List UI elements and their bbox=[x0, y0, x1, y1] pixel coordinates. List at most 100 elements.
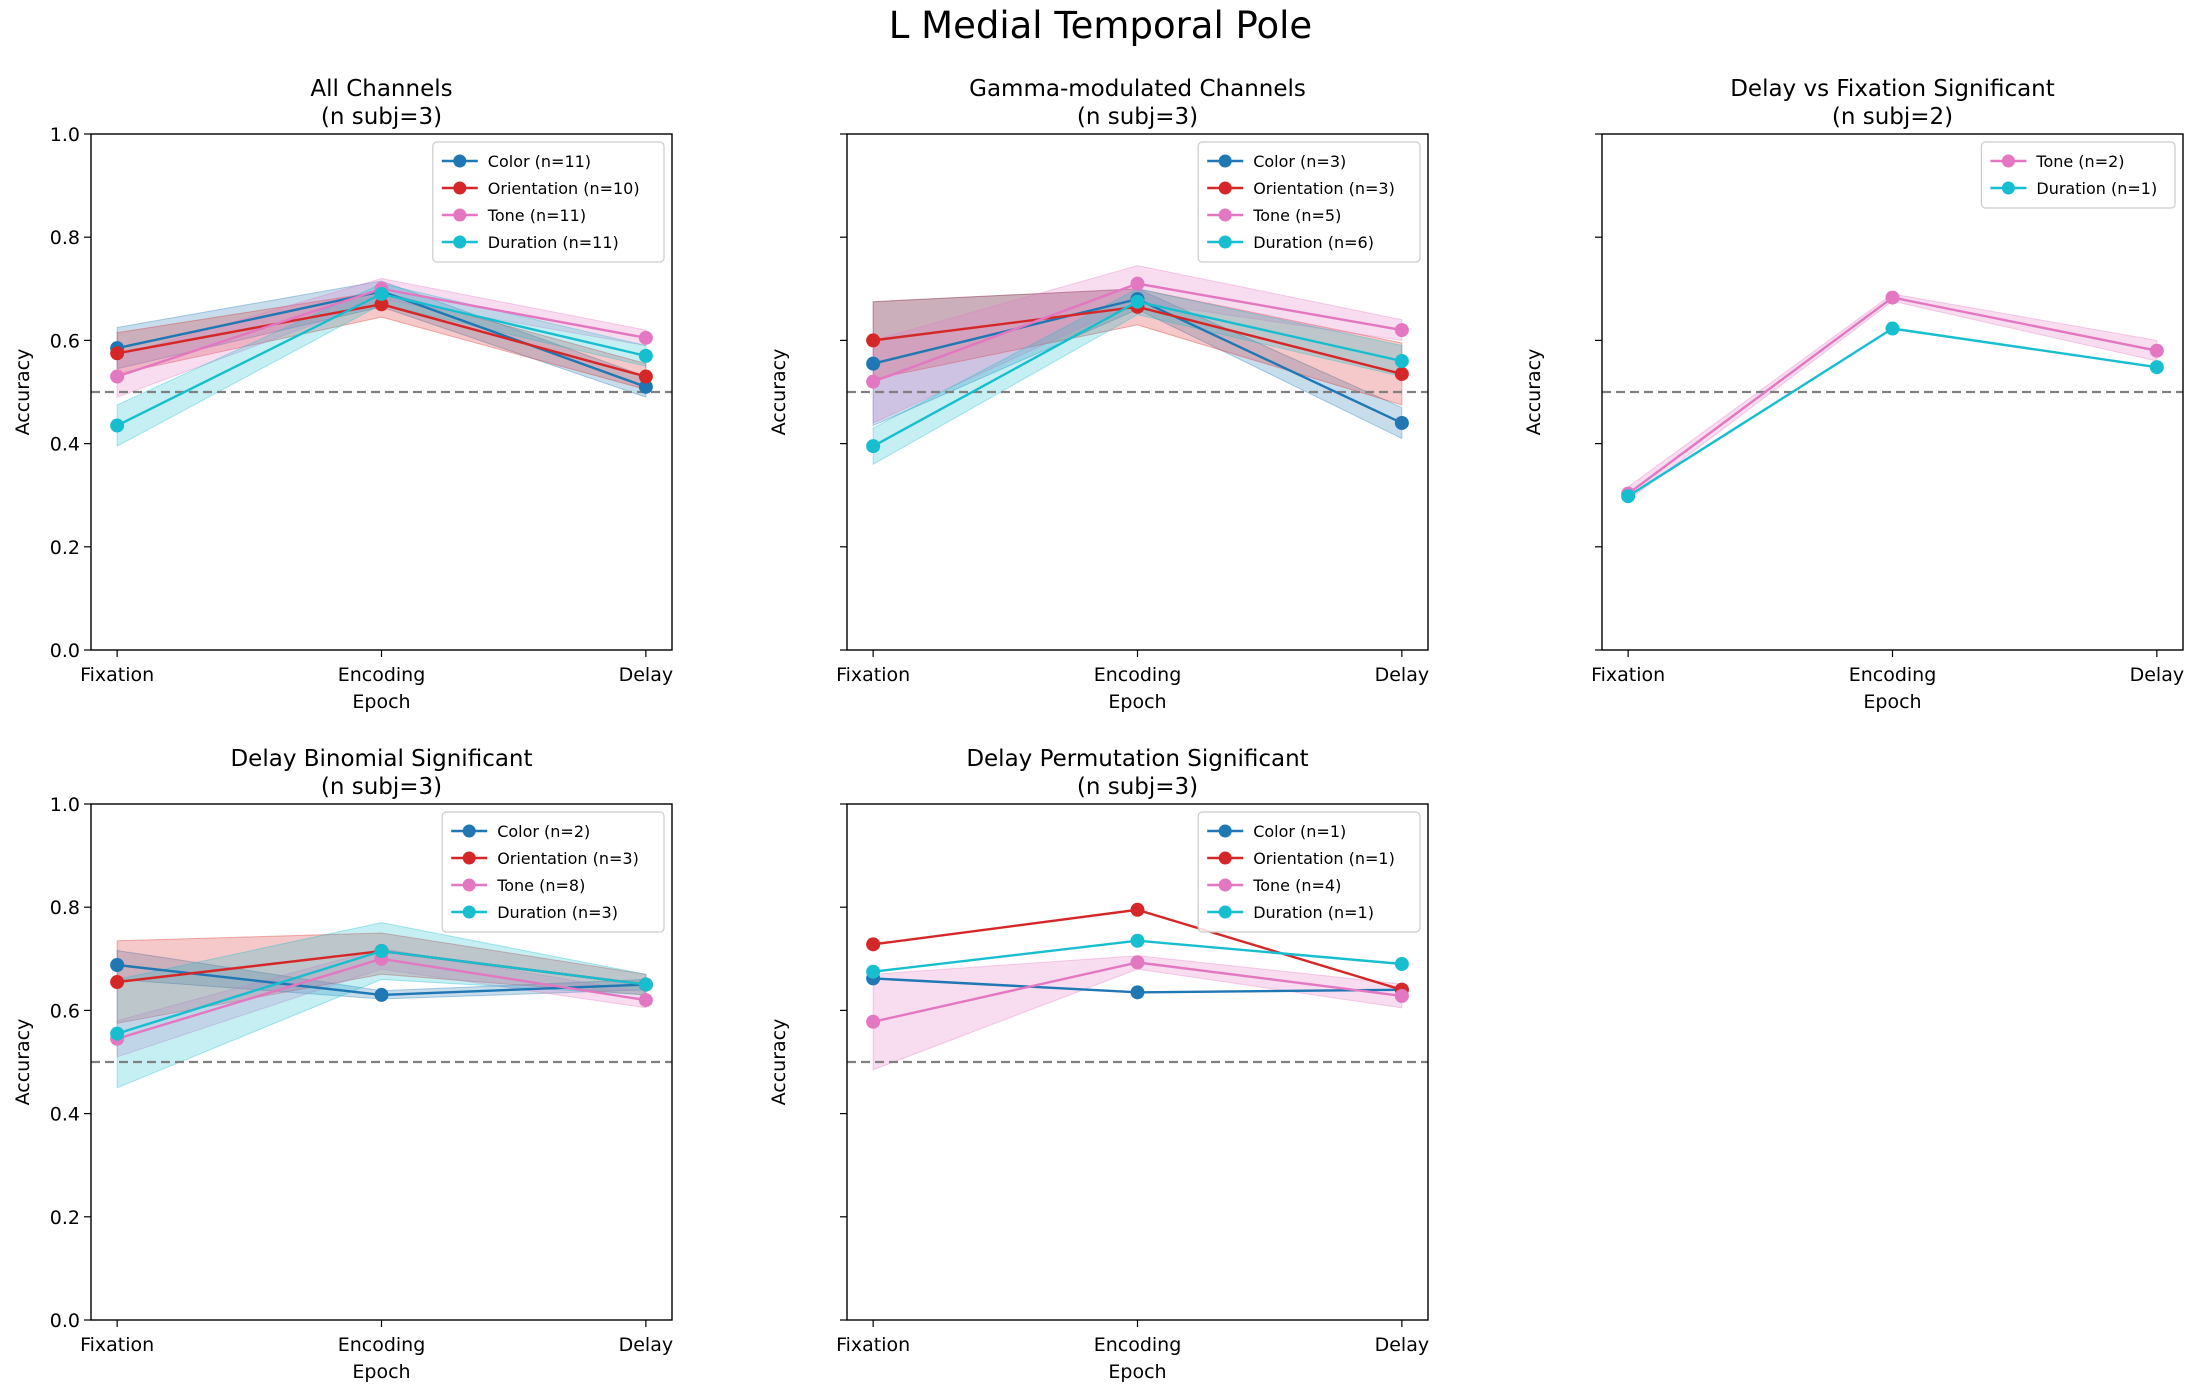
legend-box bbox=[1197, 141, 1421, 263]
data-point-duration bbox=[1394, 354, 1409, 369]
legend-box bbox=[441, 811, 665, 933]
legend-marker-duration bbox=[462, 905, 476, 919]
error-band-color bbox=[116, 280, 647, 398]
data-point-tone bbox=[110, 369, 125, 384]
subplot-title-line: Delay Permutation Significant bbox=[966, 746, 1308, 772]
subplot-5: Delay Permutation Significant(n subj=3) A… bbox=[768, 746, 1429, 1383]
legend-label: Duration (n=6) bbox=[1253, 233, 1374, 252]
y-tick-label: 0.2 bbox=[50, 1207, 80, 1229]
y-tick-label: 1.0 bbox=[50, 124, 80, 146]
legend-label: Orientation (n=1) bbox=[1253, 849, 1395, 868]
legend-label: Color (n=2) bbox=[497, 822, 590, 841]
data-point-duration bbox=[1885, 321, 1900, 336]
legend-marker-tone bbox=[453, 208, 467, 222]
x-tick-label: Encoding bbox=[1094, 1334, 1182, 1356]
subplot-4: Delay Binomial Significant(n subj=3) 0.0 0… bbox=[12, 746, 673, 1383]
data-point-tone bbox=[866, 374, 881, 389]
x-tick-label: Delay bbox=[619, 1334, 674, 1356]
data-point-duration bbox=[638, 348, 653, 363]
legend-label: Orientation (n=10) bbox=[488, 179, 640, 198]
subplot-title-line: (n subj=2) bbox=[1832, 104, 1953, 130]
data-point-duration bbox=[1130, 933, 1145, 948]
data-point-duration bbox=[866, 439, 881, 454]
data-point-orientation bbox=[638, 369, 653, 384]
data-point-duration bbox=[866, 964, 881, 979]
legend-marker-tone bbox=[1218, 878, 1232, 892]
data-point-duration bbox=[110, 418, 125, 433]
legend-marker-duration bbox=[1218, 905, 1232, 919]
legend: Tone (n=2) Duration (n=1) bbox=[1980, 141, 2176, 209]
legend-label: Tone (n=8) bbox=[496, 876, 585, 895]
legend-marker-color bbox=[462, 824, 476, 838]
x-tick-label: Fixation bbox=[836, 1334, 910, 1356]
legend-marker-duration bbox=[2001, 181, 2015, 195]
legend-label: Duration (n=3) bbox=[497, 903, 618, 922]
y-tick-label: 0.0 bbox=[50, 1310, 80, 1332]
legend-box bbox=[1197, 811, 1421, 933]
data-point-tone bbox=[1130, 276, 1145, 291]
y-tick-label: 0.0 bbox=[50, 640, 80, 662]
data-point-color bbox=[1394, 415, 1409, 430]
data-point-color bbox=[866, 356, 881, 371]
data-point-tone bbox=[638, 330, 653, 345]
subplot-3: Delay vs Fixation Significant(n subj=2) A… bbox=[1523, 76, 2184, 713]
subplot-title-line: All Channels bbox=[310, 76, 452, 102]
legend-label: Duration (n=1) bbox=[2036, 179, 2157, 198]
legend-marker-tone bbox=[462, 878, 476, 892]
legend-box bbox=[432, 141, 665, 263]
data-point-orientation bbox=[1394, 366, 1409, 381]
y-tick-label: 0.4 bbox=[50, 1104, 80, 1126]
y-axis-label: Accuracy bbox=[768, 349, 790, 436]
y-tick-label: 0.2 bbox=[50, 537, 80, 559]
data-point-duration bbox=[638, 977, 653, 992]
axes-frame bbox=[846, 803, 1429, 1321]
y-tick-label: 1.0 bbox=[50, 794, 80, 816]
data-point-orientation bbox=[374, 297, 389, 312]
data-point-duration bbox=[374, 286, 389, 301]
x-tick-label: Fixation bbox=[836, 664, 910, 686]
legend-marker-duration bbox=[453, 235, 467, 249]
legend-marker-color bbox=[1218, 154, 1232, 168]
legend-marker-orientation bbox=[1218, 851, 1232, 865]
data-point-tone bbox=[1394, 988, 1409, 1003]
legend: Color (n=2) Orientation (n=3) Tone (n=8) Du… bbox=[441, 811, 665, 933]
data-point-color bbox=[110, 957, 125, 972]
data-point-color bbox=[1130, 985, 1145, 1000]
x-tick-label: Fixation bbox=[1591, 664, 1665, 686]
legend-marker-color bbox=[453, 154, 467, 168]
x-tick-label: Delay bbox=[2130, 664, 2185, 686]
error-band-tone bbox=[872, 955, 1403, 1071]
x-axis-label: Epoch bbox=[1108, 1361, 1166, 1383]
data-point-duration bbox=[1130, 294, 1145, 309]
legend-label: Tone (n=2) bbox=[2035, 152, 2124, 171]
data-point-tone bbox=[866, 1014, 881, 1029]
subplot-title-line: (n subj=3) bbox=[1077, 104, 1198, 130]
legend-marker-tone bbox=[1218, 208, 1232, 222]
legend-label: Color (n=3) bbox=[1253, 152, 1346, 171]
legend: Color (n=11) Orientation (n=10) Tone (n=11… bbox=[432, 141, 665, 263]
legend-label: Color (n=1) bbox=[1253, 822, 1346, 841]
data-point-orientation bbox=[110, 975, 125, 990]
y-axis-label: Accuracy bbox=[12, 1019, 34, 1106]
legend-marker-color bbox=[1218, 824, 1232, 838]
x-tick-label: Delay bbox=[619, 664, 674, 686]
legend-box bbox=[1980, 141, 2176, 209]
x-axis-label: Epoch bbox=[1863, 691, 1921, 713]
subplot-1: All Channels(n subj=3) 0.0 0.2 0.4 0.6 0.8 1.0… bbox=[12, 76, 673, 713]
data-point-tone bbox=[1130, 955, 1145, 970]
figure-title: L Medial Temporal Pole bbox=[888, 4, 1313, 47]
x-tick-label: Delay bbox=[1375, 1334, 1430, 1356]
subplot-title-line: (n subj=3) bbox=[321, 104, 442, 130]
data-point-orientation bbox=[1130, 902, 1145, 917]
x-tick-label: Fixation bbox=[80, 664, 154, 686]
y-tick-label: 0.8 bbox=[50, 227, 80, 249]
x-axis-label: Epoch bbox=[1108, 691, 1166, 713]
data-point-tone bbox=[1885, 290, 1900, 305]
series-line-duration bbox=[1627, 327, 2158, 498]
data-point-tone bbox=[1394, 323, 1409, 338]
y-tick-label: 0.6 bbox=[50, 330, 80, 352]
legend-label: Duration (n=11) bbox=[488, 233, 619, 252]
data-point-duration bbox=[2149, 360, 2164, 375]
axes-frame bbox=[90, 133, 673, 651]
